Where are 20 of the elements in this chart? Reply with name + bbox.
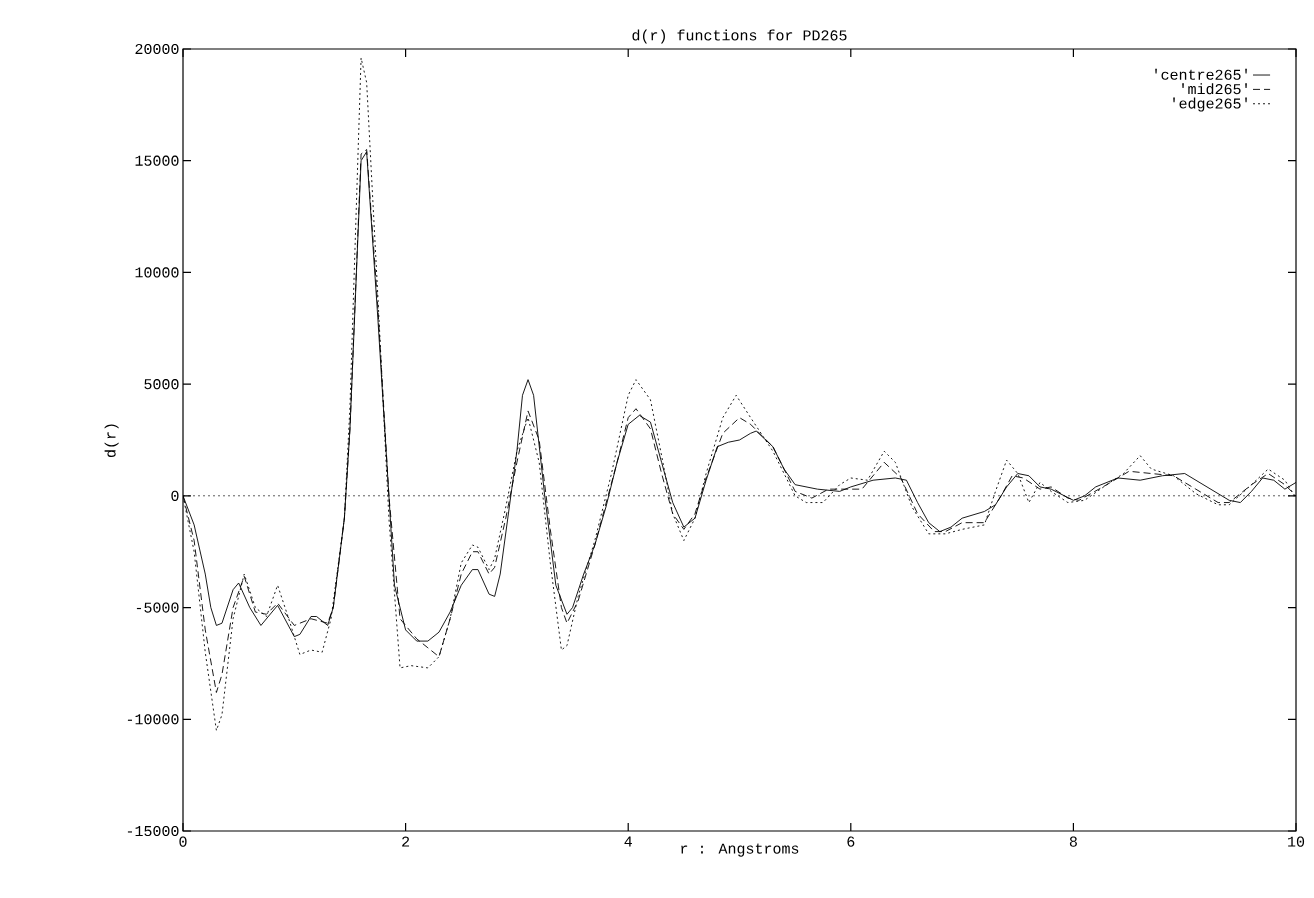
y-tick-label: -5000 xyxy=(136,602,179,613)
legend-label: 'centre265' xyxy=(1155,68,1247,80)
chart-title: d(r) functions for PD265 xyxy=(632,29,847,44)
y-tick-label: 20000 xyxy=(135,43,179,55)
y-tick-label: -15000 xyxy=(127,825,179,837)
x-tick-label: 2 xyxy=(402,836,410,847)
x-tick-label: 0 xyxy=(179,836,187,847)
legend-label: 'mid265' xyxy=(1182,83,1247,95)
y-axis-title: d(r) xyxy=(104,424,119,457)
x-tick-label: 6 xyxy=(847,836,855,847)
x-tick-label: 10 xyxy=(1288,836,1305,847)
legend-label: 'edge265' xyxy=(1173,97,1247,112)
y-tick-label: 0 xyxy=(171,490,179,501)
y-tick-label: 15000 xyxy=(135,155,179,166)
y-tick-label: -10000 xyxy=(127,714,179,725)
x-axis-title: r : Angstroms xyxy=(681,843,799,857)
x-tick-label: 4 xyxy=(624,836,632,847)
x-tick-label: 8 xyxy=(1069,836,1077,847)
y-tick-label: 10000 xyxy=(135,267,179,278)
y-tick-label: 5000 xyxy=(144,379,179,390)
